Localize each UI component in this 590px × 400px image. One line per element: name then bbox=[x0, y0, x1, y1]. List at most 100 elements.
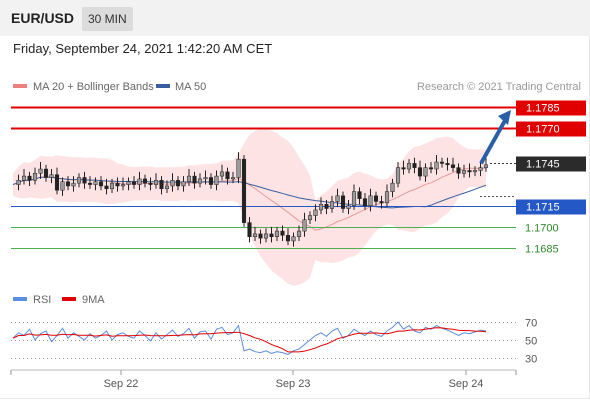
candle-body bbox=[384, 191, 390, 204]
candle-body bbox=[357, 191, 362, 199]
candle-body bbox=[456, 167, 461, 174]
candle-body bbox=[274, 230, 280, 237]
rsi-ma-line bbox=[12, 327, 487, 353]
timeframe-button[interactable]: 30 MIN bbox=[82, 7, 133, 31]
x-axis-ticks: Sep 22 Sep 23 Sep 24 bbox=[10, 370, 517, 390]
rsi-tick-label: 30 bbox=[525, 354, 537, 366]
candle-body bbox=[236, 158, 241, 178]
candle-body bbox=[467, 170, 472, 173]
candle-body bbox=[241, 158, 247, 223]
candle-body bbox=[280, 230, 285, 236]
candle-body bbox=[258, 233, 263, 239]
candle-body bbox=[406, 163, 412, 170]
candle-body bbox=[379, 201, 384, 204]
candle-body bbox=[483, 164, 489, 168]
candle-body bbox=[307, 215, 313, 221]
candle-body bbox=[335, 195, 340, 202]
target-arrow-head bbox=[498, 110, 511, 125]
target-arrow-shaft bbox=[479, 116, 509, 165]
candle-body bbox=[38, 168, 43, 174]
rsi-tick-label: 70 bbox=[525, 318, 537, 330]
ma20-legend-label: MA 20 + Bollinger Bands bbox=[33, 81, 154, 93]
candle-body bbox=[214, 175, 219, 185]
symbol-label: EUR/USD bbox=[11, 10, 75, 26]
x-tick-label: Sep 24 bbox=[449, 378, 484, 390]
support-label-box bbox=[516, 199, 586, 215]
candle-body bbox=[346, 205, 351, 209]
candle-body bbox=[16, 180, 21, 185]
resistance-label: 1.1785 bbox=[526, 103, 560, 115]
candle-body bbox=[93, 181, 98, 185]
candle-body bbox=[65, 181, 71, 187]
candle-body bbox=[109, 182, 115, 190]
support-label: 1.1685 bbox=[525, 244, 559, 256]
candle-body bbox=[362, 198, 368, 206]
candle-body bbox=[285, 235, 291, 242]
candle-body bbox=[373, 195, 379, 202]
rsi-line bbox=[12, 321, 487, 355]
candle-body bbox=[153, 180, 159, 185]
candle-body bbox=[208, 177, 214, 185]
candle-body bbox=[269, 233, 274, 237]
x-tick-label: Sep 23 bbox=[276, 378, 311, 390]
candle-body bbox=[120, 184, 126, 187]
candle-body bbox=[472, 170, 478, 173]
candle-body bbox=[71, 182, 76, 187]
candle-body bbox=[329, 201, 335, 209]
candle-body bbox=[450, 164, 456, 168]
candle-body bbox=[76, 177, 82, 184]
bollinger-band bbox=[13, 128, 486, 286]
candle-body bbox=[401, 167, 406, 170]
candle-body bbox=[230, 177, 236, 180]
candle-body bbox=[291, 236, 296, 242]
support-label: 1.1715 bbox=[526, 202, 560, 214]
candle-body bbox=[351, 191, 357, 206]
candle-body bbox=[186, 175, 192, 182]
candle-body bbox=[225, 171, 230, 180]
candle-body bbox=[428, 167, 434, 170]
candle-body bbox=[192, 175, 197, 184]
candle-body bbox=[340, 195, 346, 209]
candle-body bbox=[302, 219, 307, 232]
candle-body bbox=[181, 181, 186, 187]
candle-body bbox=[49, 174, 54, 178]
candle-body bbox=[32, 173, 38, 181]
candle-body bbox=[126, 181, 131, 185]
candle-body bbox=[439, 161, 445, 164]
candle-body bbox=[445, 163, 450, 166]
candle-body bbox=[43, 168, 49, 178]
rsi-ma-legend-label: 9MA bbox=[82, 294, 105, 306]
candle-body bbox=[170, 180, 175, 187]
candle-body bbox=[164, 185, 170, 190]
price-levels bbox=[11, 106, 516, 249]
candle-body bbox=[148, 182, 153, 185]
candle-body bbox=[21, 175, 27, 181]
candle-body bbox=[390, 182, 395, 192]
resistance-label-box bbox=[516, 100, 586, 116]
candle-body bbox=[203, 177, 208, 180]
rsi-legend-label: RSI bbox=[33, 294, 51, 306]
rsi-tick-label: 50 bbox=[525, 336, 537, 348]
candle-body bbox=[461, 170, 467, 174]
target-arrow bbox=[479, 110, 511, 165]
candle-body bbox=[434, 161, 439, 170]
resistance-label: 1.1770 bbox=[526, 124, 560, 136]
candle-body bbox=[219, 171, 225, 177]
candle-body bbox=[423, 167, 428, 177]
candle-body bbox=[142, 178, 148, 184]
candle-body bbox=[417, 167, 423, 177]
candle-body bbox=[137, 178, 142, 185]
candle-body bbox=[263, 233, 269, 239]
candles bbox=[16, 152, 489, 247]
candle-body bbox=[27, 175, 32, 181]
current-price-label: 1.1745 bbox=[526, 159, 560, 171]
header-bar: EUR/USD 30 MIN bbox=[0, 0, 590, 36]
candle-body bbox=[478, 167, 483, 171]
chart-datetime: Friday, September 24, 2021 1:42:20 AM CE… bbox=[13, 41, 273, 56]
candle-body bbox=[159, 180, 164, 190]
candle-body bbox=[368, 195, 373, 206]
candle-body bbox=[296, 230, 302, 237]
bollinger-band-area bbox=[13, 128, 486, 286]
x-tick-label: Sep 22 bbox=[104, 378, 139, 390]
